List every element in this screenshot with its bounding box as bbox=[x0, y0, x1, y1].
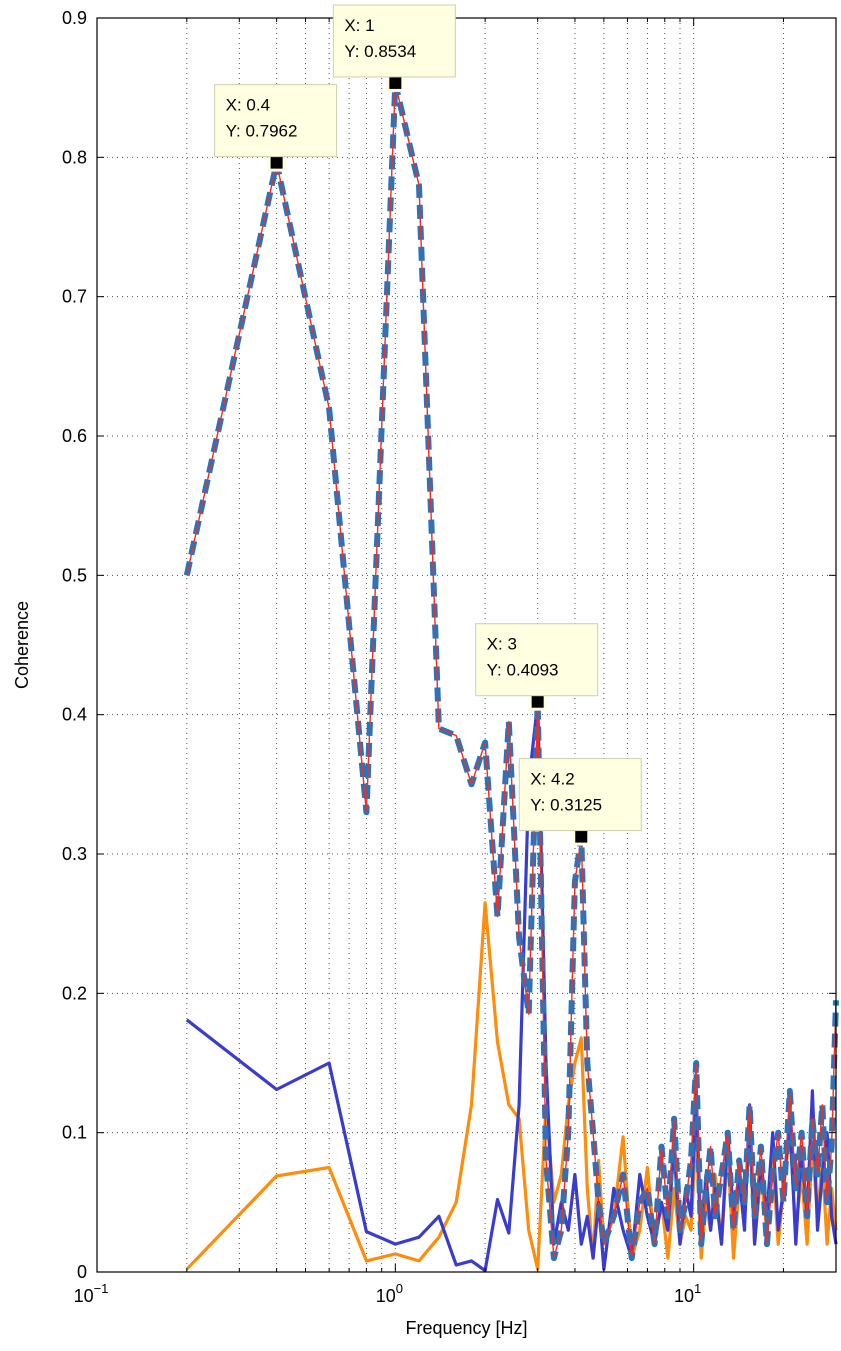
x-tick-label: 10−1 bbox=[74, 1281, 109, 1306]
y-tick-label: 0.5 bbox=[62, 565, 87, 585]
x-tick-base: 10 bbox=[674, 1286, 694, 1306]
datatip-x-text: X: 3 bbox=[487, 635, 517, 654]
y-tick-label: 0.4 bbox=[62, 705, 87, 725]
datatip-box bbox=[332, 4, 456, 78]
x-tick-label: 100 bbox=[376, 1281, 403, 1306]
datatip-marker bbox=[531, 695, 544, 708]
y-tick-label: 0.8 bbox=[62, 147, 87, 167]
datatip-marker bbox=[270, 156, 283, 169]
y-tick-label: 0.7 bbox=[62, 287, 87, 307]
x-tick-label: 101 bbox=[674, 1281, 701, 1306]
datatip-y-text: Y: 0.4093 bbox=[487, 661, 559, 680]
series-group bbox=[183, 80, 839, 1273]
x-tick-exponent: 0 bbox=[396, 1281, 403, 1296]
datatip-boxes: X: 0.4 Y: 0.7962 X: 1 Y: 0.8534 X: 3 Y: 0.409… bbox=[214, 4, 642, 832]
y-tick-label: 0.1 bbox=[62, 1123, 87, 1143]
series-line-3 bbox=[185, 700, 838, 1273]
y-tick-label: 0.3 bbox=[62, 844, 87, 864]
datatip-y-text: Y: 0.3125 bbox=[530, 796, 602, 815]
datatip-x-text: X: 1 bbox=[344, 16, 374, 35]
datatip-y-text: Y: 0.7962 bbox=[226, 122, 298, 141]
x-tick-base: 10 bbox=[376, 1286, 396, 1306]
datatip-box bbox=[214, 84, 338, 158]
axes-frame bbox=[96, 17, 837, 1273]
y-axis-label: Coherence bbox=[12, 601, 32, 689]
x-tick-base: 10 bbox=[74, 1286, 94, 1306]
x-axis-label: Frequency [Hz] bbox=[405, 1318, 527, 1338]
datatip-marker bbox=[389, 76, 402, 89]
datatip-x-text: X: 0.4 bbox=[226, 96, 270, 115]
datatip-x-text: X: 4.2 bbox=[530, 770, 574, 789]
tick-labels: 00.10.20.30.40.50.60.70.80.910−1 100 101 bbox=[62, 8, 701, 1306]
x-tick-exponent: −1 bbox=[94, 1281, 109, 1296]
y-tick-label: 0.6 bbox=[62, 426, 87, 446]
y-tick-label: 0.2 bbox=[62, 983, 87, 1003]
series-line-0-overlay bbox=[186, 83, 837, 1259]
datatip-y-text: Y: 0.8534 bbox=[344, 42, 416, 61]
datatip-markers bbox=[267, 73, 591, 846]
x-tick-exponent: 1 bbox=[694, 1281, 701, 1296]
datatip-box bbox=[475, 623, 599, 697]
datatip-box bbox=[518, 758, 642, 832]
y-tick-label: 0 bbox=[77, 1262, 87, 1282]
tick-marks bbox=[96, 17, 837, 1273]
datatip-marker bbox=[575, 830, 588, 843]
y-tick-label: 0.9 bbox=[62, 8, 87, 28]
